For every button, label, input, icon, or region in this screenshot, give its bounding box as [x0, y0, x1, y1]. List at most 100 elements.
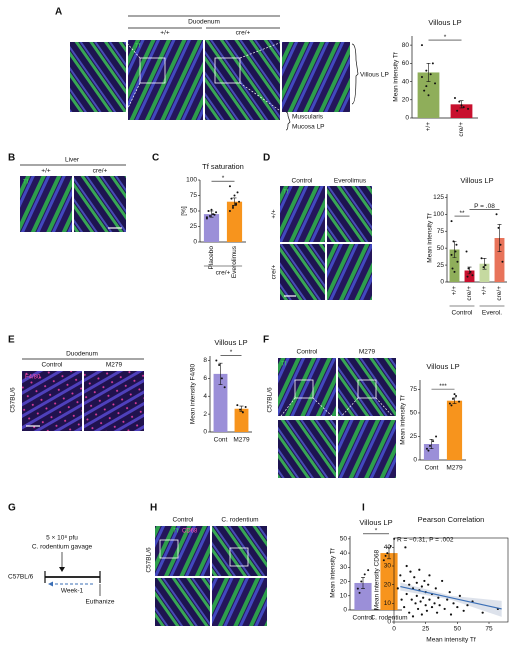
rule — [337, 397, 359, 421]
data-point — [425, 69, 428, 72]
group-label: Everol. — [482, 310, 502, 317]
zoom-box — [229, 547, 249, 567]
y-tick-label: 125 — [433, 194, 444, 201]
data-point — [434, 82, 437, 85]
zoom-box — [294, 379, 314, 399]
data-point — [420, 44, 423, 47]
data-point — [451, 267, 454, 270]
data-point — [231, 206, 234, 209]
micrograph — [327, 244, 372, 300]
error-bar — [497, 224, 502, 252]
label: Tf — [281, 362, 287, 368]
data-point — [427, 94, 430, 97]
y-tick-label: 0 — [413, 457, 417, 464]
x-tick-label: cre/+ — [458, 122, 465, 137]
significance-label: ** — [459, 210, 465, 217]
data-point — [495, 213, 498, 216]
chart-title: Pearson Correlation — [418, 515, 485, 524]
label: M279 — [106, 362, 123, 369]
group-label: cre/+ — [216, 270, 231, 277]
y-tick-label: 0 — [193, 239, 197, 246]
data-point — [208, 214, 211, 217]
data-point — [423, 579, 426, 583]
micrograph — [338, 420, 396, 478]
data-point — [465, 250, 468, 253]
data-point — [405, 564, 408, 568]
chart-title: Tf saturation — [202, 162, 244, 171]
label: +/+ — [160, 30, 170, 37]
data-point — [462, 106, 465, 109]
zoom-box — [357, 379, 377, 399]
annotation: R = −0.31, P = .002 — [397, 537, 454, 544]
y-tick-label: 0 — [203, 429, 207, 436]
group-label: Control — [452, 310, 474, 317]
error-bar — [467, 266, 472, 275]
data-point — [207, 210, 210, 212]
data-point — [443, 607, 446, 611]
data-point — [438, 604, 441, 607]
data-point — [424, 604, 427, 607]
y-tick-label: 0 — [387, 619, 391, 626]
panel-letter: D — [263, 153, 270, 164]
significance-label: * — [444, 34, 447, 41]
data-point — [458, 594, 461, 597]
label: Euthanize — [86, 599, 115, 606]
data-point — [484, 264, 487, 267]
y-tick-label: 20 — [340, 578, 348, 585]
bar — [494, 238, 505, 282]
data-point — [433, 602, 436, 605]
significance-label: * — [222, 175, 225, 182]
micrograph — [84, 371, 144, 431]
x-tick-label: +/+ — [425, 122, 432, 132]
zoom-box — [159, 539, 179, 559]
data-point — [435, 611, 439, 614]
y-tick-label: 30 — [384, 563, 392, 570]
bar — [423, 444, 440, 460]
data-point — [367, 569, 370, 572]
chart-title: Villous LP — [428, 18, 461, 27]
data-point — [239, 408, 242, 411]
panel-letter: E — [8, 335, 15, 346]
data-point — [408, 583, 411, 586]
y-tick-label: 25 — [190, 223, 198, 230]
rule — [277, 397, 296, 421]
micrograph — [338, 358, 396, 416]
data-point — [452, 240, 455, 243]
y-tick-label: 10 — [384, 600, 392, 607]
bar — [226, 201, 243, 242]
data-point — [481, 611, 484, 614]
data-point — [238, 200, 241, 203]
data-point — [423, 89, 426, 92]
data-point — [399, 574, 402, 577]
x-tick-label: 50 — [454, 626, 462, 633]
data-point — [448, 591, 451, 594]
bar — [354, 582, 372, 610]
rule — [375, 397, 397, 421]
label: C. rodentium — [221, 517, 258, 524]
y-tick-label: 75 — [437, 228, 445, 235]
y-tick-label: 75 — [190, 192, 198, 199]
data-point — [403, 605, 406, 609]
arrow-head — [48, 581, 53, 587]
chart-title: Villous LP — [426, 362, 459, 371]
group-label: Duodenum — [66, 351, 98, 358]
micrograph — [128, 40, 203, 120]
x-tick-label: Cont — [214, 437, 228, 444]
label: Control — [297, 349, 319, 356]
rule — [125, 41, 141, 59]
y-tick-label: 10 — [340, 592, 348, 599]
data-point — [450, 253, 453, 256]
y-tick-label: 40 — [340, 550, 348, 557]
data-point — [425, 609, 429, 612]
error-bar — [482, 258, 487, 270]
label: Control — [173, 517, 195, 524]
bar — [234, 408, 249, 432]
data-point — [415, 581, 418, 584]
chart-title: Villous LP — [359, 518, 392, 527]
label: M279 — [359, 349, 376, 356]
micrograph — [280, 244, 325, 300]
micrograph — [155, 526, 210, 576]
data-point — [389, 544, 392, 547]
label: +/+ — [41, 168, 51, 175]
fit-line — [400, 585, 502, 610]
